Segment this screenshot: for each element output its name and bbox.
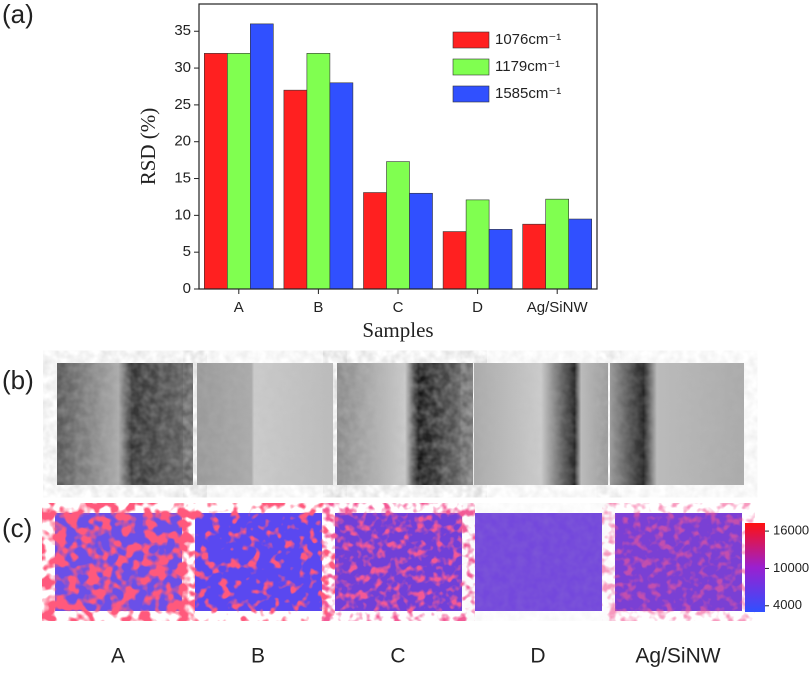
bar bbox=[442, 231, 467, 290]
x-tick-label: A bbox=[234, 299, 244, 316]
y-tick-label: 30 bbox=[174, 59, 191, 76]
x-axis-label: Samples bbox=[362, 318, 433, 342]
bar bbox=[283, 89, 308, 290]
bar bbox=[204, 53, 228, 290]
sem-texture bbox=[474, 363, 608, 485]
legend-label: 1585cm⁻¹ bbox=[495, 85, 561, 102]
y-tick-label: 20 bbox=[174, 133, 191, 150]
legend-swatch bbox=[452, 31, 490, 49]
x-tick-label: Ag/SiNW bbox=[527, 299, 589, 316]
bar bbox=[409, 192, 433, 290]
legend-swatch bbox=[452, 85, 490, 103]
panel-label: (c) bbox=[2, 513, 32, 543]
bar bbox=[227, 53, 251, 290]
bar bbox=[306, 53, 331, 290]
bar bbox=[363, 192, 387, 290]
map-label: D bbox=[530, 645, 545, 668]
bar bbox=[488, 229, 513, 290]
colorbar-tick-label: 10000 bbox=[773, 560, 809, 575]
map-hotspots bbox=[335, 513, 462, 611]
sem-texture bbox=[337, 363, 473, 485]
map-label: B bbox=[251, 645, 265, 668]
map-texture bbox=[475, 513, 602, 611]
legend-swatch bbox=[452, 58, 490, 76]
bar bbox=[386, 161, 410, 290]
legend-label: 1076cm⁻¹ bbox=[495, 31, 561, 48]
map-label: C bbox=[390, 645, 405, 668]
x-tick-label: B bbox=[313, 299, 323, 316]
sem-texture bbox=[610, 363, 744, 485]
map-hotspots bbox=[195, 513, 322, 611]
bar bbox=[522, 223, 547, 290]
legend-label: 1179cm⁻¹ bbox=[495, 58, 560, 75]
raman-maps bbox=[55, 513, 742, 611]
bar bbox=[329, 82, 354, 290]
x-tick-label: D bbox=[472, 299, 483, 316]
sem-texture bbox=[197, 363, 333, 485]
map-hotspots bbox=[615, 513, 742, 611]
colorbar bbox=[745, 523, 765, 612]
panel-label: (a) bbox=[2, 0, 34, 29]
y-tick-label: 35 bbox=[174, 22, 191, 39]
y-tick-label: 15 bbox=[174, 170, 191, 187]
x-tick-label: C bbox=[393, 299, 404, 316]
bar bbox=[465, 199, 490, 290]
bar bbox=[545, 198, 570, 290]
sem-texture bbox=[57, 363, 193, 485]
sem-images bbox=[57, 363, 744, 485]
colorbar-tick-label: 16000 bbox=[773, 523, 809, 538]
bar bbox=[568, 218, 593, 290]
y-tick-label: 25 bbox=[174, 96, 191, 113]
map-label: Ag/SiNW bbox=[635, 645, 720, 668]
map-label: A bbox=[111, 645, 125, 668]
bar bbox=[250, 23, 274, 290]
panel-label: (b) bbox=[2, 365, 34, 395]
map-hotspots bbox=[55, 513, 182, 611]
y-tick-label: 0 bbox=[183, 280, 191, 297]
colorbar-tick-label: 4000 bbox=[773, 597, 802, 612]
y-axis-label: RSD (%) bbox=[136, 108, 160, 186]
y-tick-label: 10 bbox=[174, 206, 191, 223]
y-tick-label: 5 bbox=[183, 243, 191, 260]
